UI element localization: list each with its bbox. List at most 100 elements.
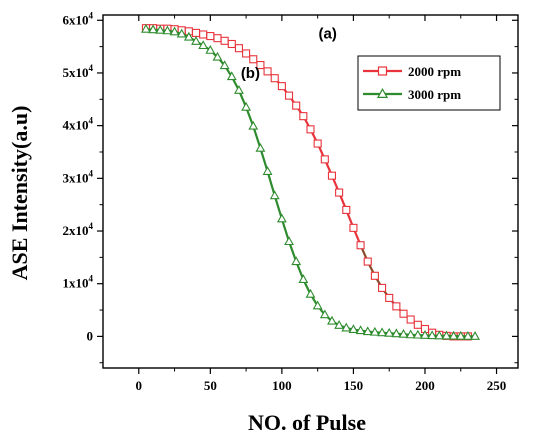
legend: 2000 rpm 3000 rpm	[357, 55, 501, 111]
data-point-2000-rpm	[356, 241, 365, 250]
data-point-3000-rpm	[169, 26, 180, 36]
data-point-3000-rpm	[462, 331, 473, 340]
data-point-3000-rpm	[377, 327, 387, 337]
y-tick-label: 2x104	[63, 221, 94, 238]
data-point-3000-rpm	[369, 326, 380, 336]
data-point-3000-rpm	[312, 300, 323, 310]
y-tick-label: 6x104	[63, 10, 94, 27]
x-tick-label: 100	[272, 378, 292, 393]
data-point-2000-rpm	[320, 155, 329, 164]
legend-box	[357, 55, 501, 111]
data-point-3000-rpm	[420, 330, 430, 339]
series-group	[141, 23, 480, 341]
x-tick-label: 0	[136, 378, 143, 393]
data-point-2000-rpm	[277, 82, 286, 91]
plot-frame	[102, 14, 519, 369]
data-point-3000-rpm	[269, 190, 280, 200]
data-point-3000-rpm	[155, 24, 166, 34]
data-point-3000-rpm	[412, 329, 423, 339]
data-point-2000-rpm	[335, 188, 344, 197]
data-point-3000-rpm	[470, 331, 480, 340]
data-point-3000-rpm	[405, 329, 416, 339]
data-point-2000-rpm	[263, 67, 272, 76]
series-line-segment-3000-rpm	[259, 147, 269, 173]
data-point-3000-rpm	[362, 326, 373, 336]
data-point-2000-rpm	[270, 74, 279, 83]
data-point-2000-rpm	[284, 91, 294, 100]
data-point-3000-rpm	[141, 23, 151, 33]
data-point-3000-rpm	[234, 85, 244, 94]
series-line-segment-3000-rpm	[280, 217, 291, 243]
data-point-3000-rpm	[455, 330, 466, 340]
data-point-3000-rpm	[262, 166, 273, 175]
data-point-3000-rpm	[162, 25, 173, 35]
legend-label-2000-rpm: 2000 rpm	[408, 64, 461, 79]
series-line-segment-3000-rpm	[252, 125, 262, 150]
annotation-label: (b)	[241, 65, 260, 82]
data-point-2000-rpm	[292, 101, 301, 110]
data-point-3000-rpm	[183, 31, 194, 41]
data-point-3000-rpm	[291, 256, 302, 266]
data-point-3000-rpm	[341, 322, 352, 332]
annotation-label: (a)	[319, 26, 337, 43]
data-point-2000-rpm	[191, 28, 201, 37]
data-point-2000-rpm	[234, 44, 243, 53]
data-point-3000-rpm	[398, 328, 409, 338]
data-point-3000-rpm	[348, 324, 359, 334]
data-point-3000-rpm	[205, 44, 216, 54]
data-point-3000-rpm	[212, 51, 223, 61]
data-point-3000-rpm	[391, 328, 402, 338]
data-point-3000-rpm	[355, 325, 366, 335]
y-axis-title: ASE Intensity(a.u)	[7, 106, 32, 281]
data-point-2000-rpm	[392, 302, 401, 311]
data-point-2000-rpm	[342, 205, 351, 214]
x-tick-label: 50	[204, 378, 217, 393]
x-tick-label: 150	[344, 378, 364, 393]
data-point-3000-rpm	[427, 330, 438, 340]
data-point-2000-rpm	[306, 125, 315, 134]
data-point-3000-rpm	[284, 236, 294, 246]
data-point-3000-rpm	[441, 330, 452, 340]
data-point-2000-rpm	[313, 139, 322, 148]
y-tick-label: 5x104	[63, 63, 94, 80]
data-point-2000-rpm	[370, 271, 379, 280]
tick-labels-group: 0 50 100 150 200 250 0 1x104 2x104 3x104 4x104 5x10…	[63, 10, 507, 393]
data-point-2000-rpm	[349, 223, 358, 232]
series-line-segment-3000-rpm	[266, 170, 276, 197]
data-point-3000-rpm	[434, 330, 445, 340]
y-tick-label: 0	[87, 328, 94, 343]
data-point-3000-rpm	[255, 142, 266, 152]
data-point-2000-rpm	[206, 32, 215, 41]
data-point-3000-rpm	[334, 319, 345, 329]
y-tick-label: 1x104	[63, 274, 94, 291]
data-point-2000-rpm	[378, 283, 387, 292]
x-axis-title: NO. of Pulse	[248, 410, 366, 435]
data-point-3000-rpm	[305, 288, 316, 298]
data-point-3000-rpm	[298, 274, 309, 283]
data-point-2000-rpm	[256, 61, 265, 70]
data-point-2000-rpm	[249, 55, 258, 64]
annotations-group: (a) (b)	[241, 26, 337, 83]
data-point-2000-rpm	[399, 309, 408, 318]
data-point-3000-rpm	[319, 309, 330, 319]
y-tick-label: 3x104	[63, 168, 94, 185]
data-point-2000-rpm	[385, 293, 394, 302]
x-tick-label: 250	[487, 378, 507, 393]
axes-frame-group	[97, 14, 519, 374]
legend-marker-2000-rpm	[377, 66, 388, 76]
data-point-3000-rpm	[384, 327, 395, 337]
y-tick-label: 4x104	[63, 116, 94, 133]
data-point-3000-rpm	[148, 24, 159, 34]
data-point-3000-rpm	[241, 101, 252, 111]
data-point-2000-rpm	[220, 36, 229, 45]
data-point-2000-rpm	[299, 112, 308, 121]
data-point-2000-rpm	[363, 257, 372, 266]
data-point-3000-rpm	[327, 315, 337, 325]
legend-marker-3000-rpm	[376, 87, 389, 98]
data-point-3000-rpm	[226, 71, 237, 81]
legend-label-3000-rpm: 3000 rpm	[408, 87, 461, 102]
data-point-3000-rpm	[219, 60, 230, 70]
data-point-3000-rpm	[176, 28, 187, 38]
series-line-segment-3000-rpm	[273, 194, 283, 220]
